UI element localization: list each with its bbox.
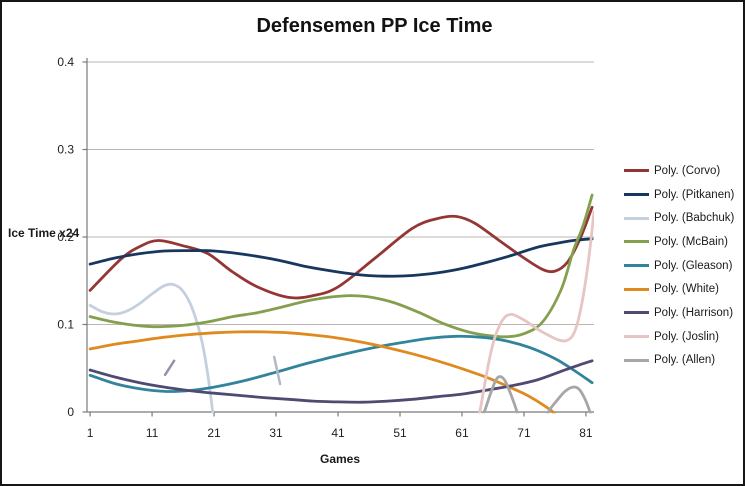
series-line-poly-mcbain bbox=[88, 193, 594, 339]
legend-label: Poly. (Gleason) bbox=[654, 259, 733, 272]
legend: Poly. (Corvo) Poly. (Pitkanen) Poly. (Babc… bbox=[624, 159, 743, 373]
series-line-poly-white bbox=[88, 330, 556, 414]
legend-item: Poly. (Gleason) bbox=[624, 254, 743, 278]
legend-item: Poly. (Babchuk) bbox=[624, 206, 743, 230]
series-line-poly-babchuk bbox=[88, 282, 215, 414]
x-tick-label-81: 81 bbox=[579, 426, 593, 440]
x-tick-label-71: 71 bbox=[517, 426, 531, 440]
legend-line-swatch bbox=[624, 335, 649, 339]
legend-item: Poly. (Corvo) bbox=[624, 159, 743, 183]
legend-label: Poly. (Allen) bbox=[654, 354, 716, 367]
legend-label: Poly. (Corvo) bbox=[654, 164, 721, 177]
x-axis-title: Games bbox=[319, 452, 361, 466]
x-tick-label-51: 51 bbox=[393, 426, 407, 440]
legend-item: Poly. (White) bbox=[624, 277, 743, 301]
legend-line-swatch bbox=[624, 193, 649, 197]
x-tick-label-1: 1 bbox=[87, 426, 94, 440]
series-line-poly-harrison bbox=[88, 359, 594, 404]
legend-label: Poly. (White) bbox=[654, 283, 719, 296]
series-line-poly-corvo bbox=[88, 205, 594, 300]
legend-label: Poly. (Pitkanen) bbox=[654, 188, 735, 201]
y-axis-title: Ice Time x24 bbox=[8, 226, 80, 240]
x-tick-label-11: 11 bbox=[146, 426, 159, 440]
legend-line-swatch bbox=[624, 264, 649, 268]
legend-line-swatch bbox=[624, 287, 649, 291]
y-tick-label-0.2: 0.2 bbox=[57, 230, 74, 244]
stray-segment-2 bbox=[272, 355, 282, 386]
legend-label: Poly. (Babchuk) bbox=[654, 212, 735, 225]
chart-title: Defensemen PP Ice Time bbox=[256, 15, 493, 37]
legend-item: Poly. (McBain) bbox=[624, 230, 743, 254]
x-tick-label-61: 61 bbox=[455, 426, 469, 440]
legend-line-swatch bbox=[624, 311, 649, 315]
series-line-poly-joslin bbox=[477, 210, 594, 414]
y-tick-label-0: 0 bbox=[67, 405, 74, 419]
series-line-poly-allen-2 bbox=[546, 385, 592, 414]
y-tick-label-0.4: 0.4 bbox=[57, 55, 74, 69]
legend-item: Poly. (Joslin) bbox=[624, 325, 743, 349]
legend-line-swatch bbox=[624, 240, 649, 244]
legend-line-swatch bbox=[624, 358, 649, 362]
x-tick-label-31: 31 bbox=[269, 426, 283, 440]
legend-item: Poly. (Harrison) bbox=[624, 301, 743, 325]
legend-item: Poly. (Pitkanen) bbox=[624, 183, 743, 207]
stray-segment-1 bbox=[163, 359, 176, 377]
y-tick-label-0.1: 0.1 bbox=[57, 318, 74, 332]
legend-label: Poly. (McBain) bbox=[654, 235, 728, 248]
legend-item: Poly. (Allen) bbox=[624, 349, 743, 373]
legend-label: Poly. (Harrison) bbox=[654, 306, 734, 319]
legend-line-swatch bbox=[624, 216, 649, 220]
y-tick-label-0.3: 0.3 bbox=[57, 143, 74, 157]
legend-label: Poly. (Joslin) bbox=[654, 330, 719, 343]
series-line-poly-allen-1 bbox=[482, 375, 520, 414]
x-tick-label-21: 21 bbox=[207, 426, 221, 440]
series-line-poly-pitkanen bbox=[88, 237, 594, 278]
legend-line-swatch bbox=[624, 169, 649, 173]
x-tick-label-41: 41 bbox=[331, 426, 345, 440]
series-line-poly-gleason bbox=[88, 334, 594, 393]
